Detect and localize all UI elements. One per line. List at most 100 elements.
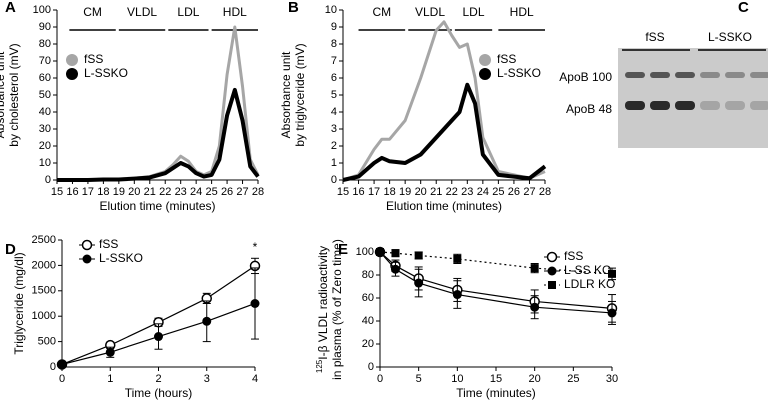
x-tick-label: 16 [66, 186, 78, 198]
marker [202, 316, 212, 326]
marker [105, 347, 115, 357]
y-axis-label: I-β VLDL radioactivity [316, 246, 330, 360]
x-tick-label: 17 [368, 186, 380, 198]
x-tick-label: 22 [159, 186, 171, 198]
band [675, 101, 695, 110]
panel-letter: B [288, 0, 299, 16]
band [725, 101, 745, 110]
group-label: L-SSKO [708, 30, 752, 44]
x-tick-label: 0 [377, 373, 383, 385]
legend-label: fSS [84, 52, 103, 66]
fraction-label: VLDL [127, 5, 157, 19]
blot [618, 48, 768, 148]
y-axis-label: by triglyceride (mV) [293, 43, 307, 146]
x-tick-label: 16 [352, 186, 364, 198]
band [650, 72, 670, 78]
legend-label: fSS [497, 52, 516, 66]
x-tick-label: 20 [415, 186, 427, 198]
y-tick-label: 100 [356, 246, 374, 258]
fraction-label: LDL [463, 5, 485, 19]
x-tick-label: 21 [144, 186, 156, 198]
series-line [57, 25, 260, 182]
x-axis-label: Time (minutes) [456, 386, 536, 400]
y-axis-label: Absorbance unit [0, 51, 7, 138]
x-tick-label: 24 [190, 186, 202, 198]
x-axis-label: Elution time (minutes) [99, 199, 215, 213]
marker [453, 254, 462, 263]
x-axis-label: Time (hours) [125, 386, 193, 400]
legend-label: L-SSKO [84, 66, 128, 80]
fraction-label: HDL [510, 5, 534, 19]
legend-marker [66, 54, 78, 66]
marker [546, 251, 558, 263]
fraction-label: CM [373, 5, 392, 19]
y-tick-label: 2 [331, 140, 337, 152]
y-tick-label: 7 [331, 55, 337, 67]
fraction-label: LDL [177, 5, 199, 19]
marker [57, 359, 67, 369]
y-tick-label: 500 [38, 336, 56, 348]
y-tick-label: 2000 [32, 259, 56, 271]
band [700, 101, 720, 110]
x-tick-label: 5 [416, 373, 422, 385]
y-tick-label: 0 [331, 174, 337, 186]
x-tick-label: 28 [539, 186, 551, 198]
y-tick-label: 90 [39, 21, 51, 33]
x-tick-label: 20 [128, 186, 140, 198]
y-axis-label-sup: 125 [315, 359, 324, 373]
y-tick-label: 60 [39, 72, 51, 84]
band [700, 72, 720, 78]
marker [81, 239, 93, 251]
x-tick-label: 25 [492, 186, 504, 198]
marker [390, 264, 400, 274]
marker [608, 269, 616, 278]
band [750, 72, 768, 78]
y-axis-label: Triglyceride (mg/dl) [12, 252, 26, 354]
x-tick-label: 30 [606, 373, 618, 385]
y-tick-label: 1000 [32, 310, 56, 322]
band-label: ApoB 48 [566, 102, 612, 116]
y-tick-label: 4 [331, 106, 337, 118]
marker [530, 264, 539, 273]
legend-label: fSS [564, 249, 583, 263]
y-tick-label: 80 [39, 38, 51, 50]
x-tick-label: 28 [252, 186, 264, 198]
x-tick-label: 25 [205, 186, 217, 198]
panel-letter: C [738, 0, 749, 16]
x-tick-label: 19 [399, 186, 411, 198]
x-tick-label: 3 [204, 373, 210, 385]
panel-letter: A [5, 0, 16, 16]
y-tick-label: 40 [362, 315, 374, 327]
x-tick-label: 27 [236, 186, 248, 198]
legend-label: LDLR KO [564, 277, 615, 291]
x-tick-label: 20 [529, 373, 541, 385]
legend-marker [479, 54, 491, 66]
fraction-label: HDL [223, 5, 247, 19]
y-tick-label: 100 [33, 4, 51, 16]
fraction-label: CM [83, 5, 102, 19]
band [725, 72, 745, 78]
marker [250, 299, 260, 308]
band-label: ApoB 100 [559, 70, 612, 84]
legend-marker [66, 68, 78, 80]
x-tick-label: 22 [446, 186, 458, 198]
y-tick-label: 80 [362, 269, 374, 281]
marker [376, 248, 384, 256]
y-tick-label: 20 [39, 140, 51, 152]
panel-letter: D [5, 241, 16, 258]
y-tick-label: 1 [331, 157, 337, 169]
marker [391, 249, 400, 258]
x-tick-label: 27 [523, 186, 535, 198]
x-tick-label: 4 [252, 373, 258, 385]
y-tick-label: 3 [331, 123, 337, 135]
band [675, 72, 695, 78]
band [650, 101, 670, 110]
series-line [57, 87, 260, 182]
marker [530, 302, 540, 312]
y-tick-label: 60 [362, 292, 374, 304]
y-tick-label: 10 [39, 157, 51, 169]
series-line [342, 82, 547, 182]
x-tick-label: 23 [175, 186, 187, 198]
x-tick-label: 18 [383, 186, 395, 198]
